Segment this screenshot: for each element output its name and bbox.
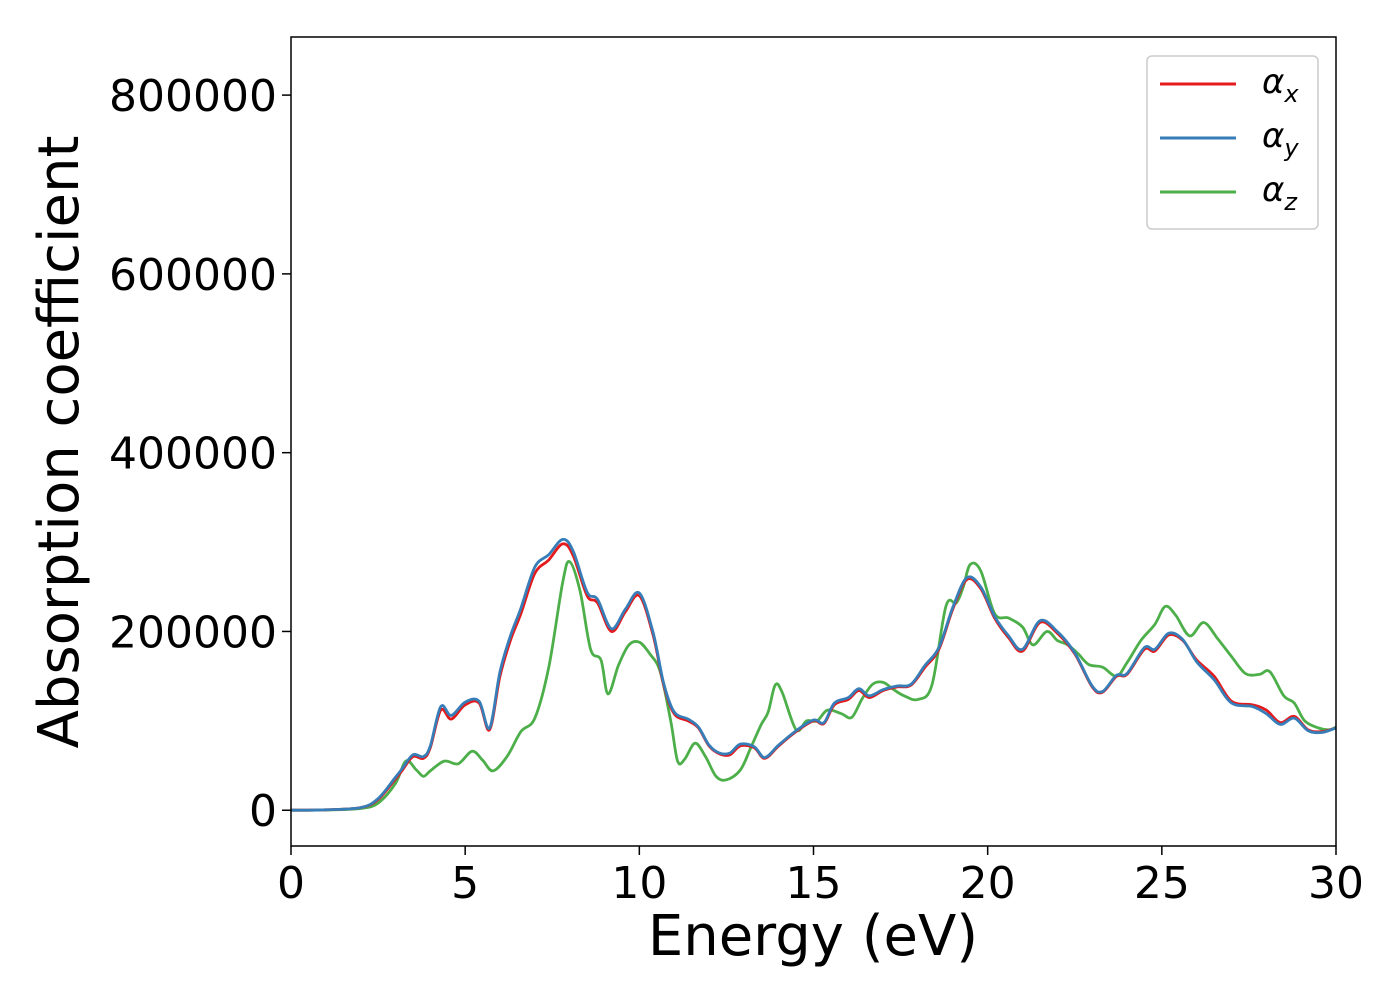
legend-subscript-z: z	[1283, 188, 1298, 216]
legend-frame	[1146, 55, 1319, 230]
y-tick-label: 800000	[109, 71, 277, 122]
y-tick-label: 0	[249, 786, 277, 837]
x-tick-label: 0	[277, 858, 305, 909]
x-tick-label: 5	[451, 858, 479, 909]
x-axis-title: Energy (eV)	[648, 904, 978, 969]
y-tick-label: 400000	[109, 429, 277, 480]
x-tick-label: 30	[1308, 858, 1364, 909]
x-tick-label: 10	[611, 858, 667, 909]
x-tick-label: 25	[1134, 858, 1190, 909]
x-axis: 0 5 10 15 20 25 30	[277, 846, 1364, 909]
x-tick-label: 20	[960, 858, 1016, 909]
y-axis: 0 200000 400000 600000 800000	[109, 71, 291, 837]
legend-subscript-x: x	[1283, 80, 1299, 108]
y-tick-label: 600000	[109, 250, 277, 301]
legend-label-x: αx	[1262, 62, 1299, 108]
series-layer	[291, 537, 1336, 812]
x-tick-label: 15	[786, 858, 842, 909]
legend-subscript-y: y	[1283, 134, 1299, 162]
y-tick-label: 200000	[109, 607, 277, 658]
y-axis-title: Absorption coefficient	[27, 136, 92, 749]
legend-label-y: αy	[1262, 116, 1299, 162]
series-line-y	[291, 537, 1336, 812]
